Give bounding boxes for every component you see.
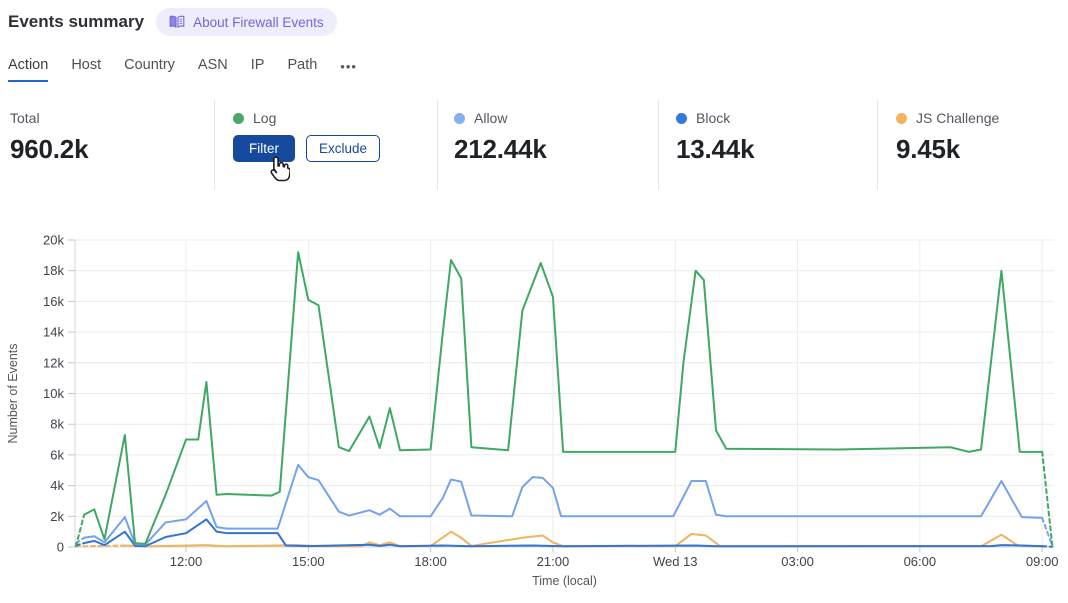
about-badge-label: About Firewall Events — [193, 15, 324, 30]
stat-js-challenge-value: 9.45k — [896, 134, 1068, 165]
stat-allow-value: 212.44k — [454, 134, 658, 165]
tab-path[interactable]: Path — [287, 57, 317, 82]
stat-block-value: 13.44k — [676, 134, 877, 165]
stat-total-value: 960.2k — [10, 134, 214, 165]
y-tick-label: 0 — [57, 540, 64, 555]
stat-log: Log Filter Exclude — [214, 100, 437, 190]
y-tick-label: 10k — [43, 386, 64, 401]
x-axis-title: Time (local) — [532, 574, 597, 588]
log-legend-dot — [233, 113, 244, 124]
tab-asn[interactable]: ASN — [198, 57, 228, 82]
series-allow-dashed-end — [1042, 518, 1052, 546]
stat-log-label-row: Log — [233, 110, 437, 126]
y-tick-label: 12k — [43, 355, 64, 370]
stat-js-challenge-label: JS Challenge — [916, 110, 999, 126]
stat-log-label: Log — [253, 110, 276, 126]
series-js-challenge-dashed-end — [76, 545, 125, 546]
allow-legend-dot — [454, 113, 465, 124]
stat-allow-label: Allow — [474, 110, 507, 126]
block-legend-dot — [676, 113, 687, 124]
series-block — [84, 519, 1042, 546]
log-hover-actions: Filter Exclude — [233, 135, 437, 162]
x-tick-label: 06:00 — [904, 554, 937, 569]
x-tick-label: 03:00 — [781, 554, 814, 569]
page-title: Events summary — [8, 12, 144, 32]
tab-action[interactable]: Action — [8, 57, 48, 82]
stats-row: Total 960.2k Log Filter Exclude Allow 21… — [0, 100, 1068, 190]
stat-block-label-row: Block — [676, 110, 877, 126]
y-tick-label: 2k — [50, 509, 64, 524]
y-axis-title: Number of Events — [6, 343, 20, 443]
y-tick-label: 20k — [43, 233, 64, 248]
events-line-chart[interactable]: 0 2k 4k 6k 8k 10k 12k 14k 16k 18k 20k 12:00 15:00 18:… — [0, 224, 1068, 598]
tab-host[interactable]: Host — [71, 57, 101, 82]
exclude-button[interactable]: Exclude — [306, 135, 380, 162]
y-tick-label: 6k — [50, 447, 64, 462]
x-tick-label: 09:00 — [1026, 554, 1059, 569]
x-tick-label: 18:00 — [414, 554, 447, 569]
filter-button[interactable]: Filter — [233, 135, 295, 162]
x-tick-label: 21:00 — [537, 554, 570, 569]
tab-country[interactable]: Country — [124, 57, 175, 82]
events-chart: 0 2k 4k 6k 8k 10k 12k 14k 16k 18k 20k 12:00 15:00 18:… — [0, 224, 1068, 598]
dimension-tabs: Action Host Country ASN IP Path ••• — [8, 57, 357, 82]
stat-total: Total 960.2k — [0, 100, 214, 190]
js-challenge-legend-dot — [896, 113, 907, 124]
about-firewall-events-badge[interactable]: About Firewall Events — [156, 8, 337, 36]
y-tick-label: 16k — [43, 294, 64, 309]
stat-allow: Allow 212.44k — [437, 100, 658, 190]
stat-total-label: Total — [10, 110, 214, 126]
stat-allow-label-row: Allow — [454, 110, 658, 126]
more-tabs-ellipsis-icon[interactable]: ••• — [340, 57, 357, 74]
book-icon — [169, 15, 185, 29]
series-log — [84, 252, 1042, 544]
tab-ip[interactable]: IP — [251, 57, 265, 82]
stat-js-challenge-label-row: JS Challenge — [896, 110, 1068, 126]
y-tick-label: 8k — [50, 417, 64, 432]
y-tick-label: 14k — [43, 325, 64, 340]
stat-js-challenge: JS Challenge 9.45k — [877, 100, 1068, 190]
x-tick-label: Wed 13 — [653, 554, 698, 569]
x-tick-label: 12:00 — [170, 554, 203, 569]
x-tick-label: 15:00 — [292, 554, 325, 569]
y-tick-label: 18k — [43, 263, 64, 278]
y-tick-label: 4k — [50, 478, 64, 493]
header: Events summary About Firewall Events — [8, 8, 337, 36]
stat-block-label: Block — [696, 110, 730, 126]
stat-block: Block 13.44k — [658, 100, 877, 190]
